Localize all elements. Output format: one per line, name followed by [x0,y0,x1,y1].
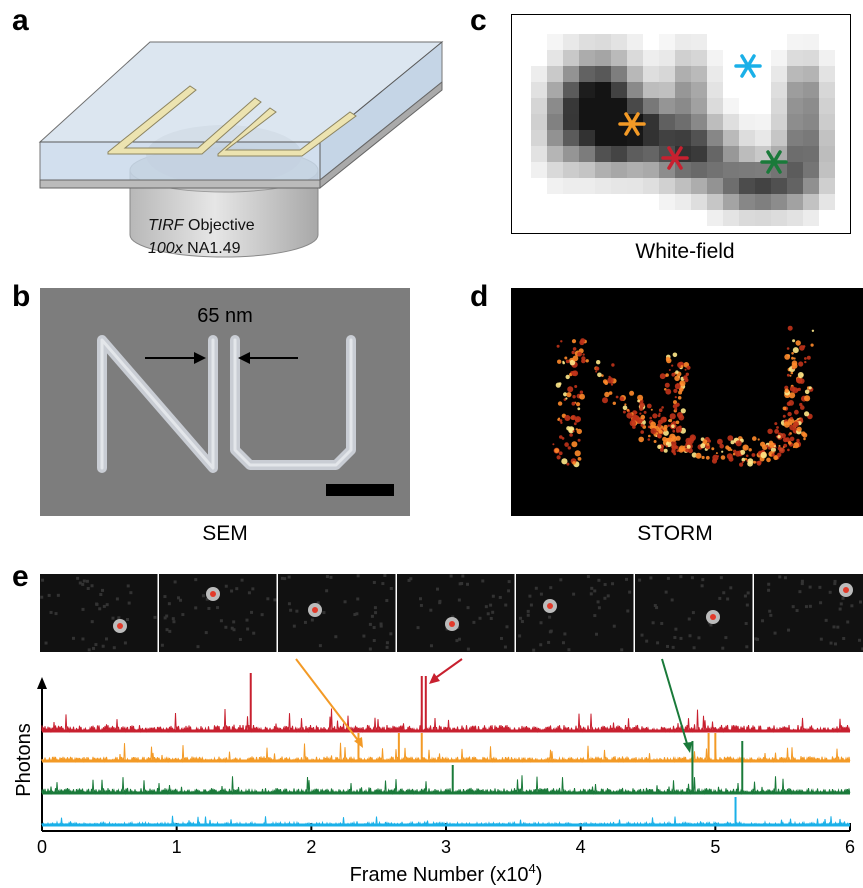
caption-storm: STORM [637,522,713,545]
svg-text:TIRF Objective: TIRF Objective [148,217,255,234]
photon-trace [41,742,851,763]
gap-label: 65 nm [197,305,253,327]
panel-letter-a: a [12,4,29,37]
svg-text:100x NA1.49: 100x NA1.49 [148,240,241,257]
camera-frame [278,574,396,652]
x-tick-label: 0 [37,837,47,857]
camera-frame [516,574,634,652]
camera-frame [159,574,277,652]
caption-white-field: White-field [635,240,735,263]
panel-letter-c: c [470,4,487,37]
x-tick-label: 3 [441,837,451,857]
camera-frame [754,574,863,652]
green-callout-arrow [661,658,689,748]
camera-frame [397,574,515,652]
marker-orange-asterisk [618,112,646,136]
orange-callout-arrow [295,658,361,744]
storm-image [511,288,863,516]
caption-sem: SEM [202,522,248,545]
camera-frame [40,574,158,652]
x-tick-label: 5 [710,837,720,857]
x-axis-label: Frame Number (x104) [350,861,543,886]
scale-bar [326,484,394,496]
white-field-image [511,14,851,234]
nanowire-n [107,85,262,155]
x-tick-label: 6 [845,837,855,857]
tirf-setup-illustration: TIRF Objective 100x NA1.49 [38,40,444,258]
panel-letter-e: e [12,560,29,593]
photon-trace [41,775,851,795]
marker-red-asterisk [661,146,689,170]
nanowire-u [217,107,357,157]
panel-letter-b: b [12,280,31,313]
frame-strip [40,574,863,652]
panel-letter-d: d [470,280,489,313]
x-tick-label: 1 [172,837,182,857]
photon-trace-chart: 0 1 2 3 4 5 6 Photons Frame Number (x104) [13,658,855,886]
objective-cylinder [129,169,319,258]
photon-trace [41,708,851,733]
y-axis-label: Photons [13,723,35,796]
x-tick-label: 2 [306,837,316,857]
red-callout-arrow [433,658,463,680]
camera-frame [635,574,753,652]
sem-image: 65 nm [40,288,410,516]
marker-blue-asterisk [734,54,762,78]
marker-green-asterisk [760,150,788,174]
x-tick-label: 4 [576,837,586,857]
